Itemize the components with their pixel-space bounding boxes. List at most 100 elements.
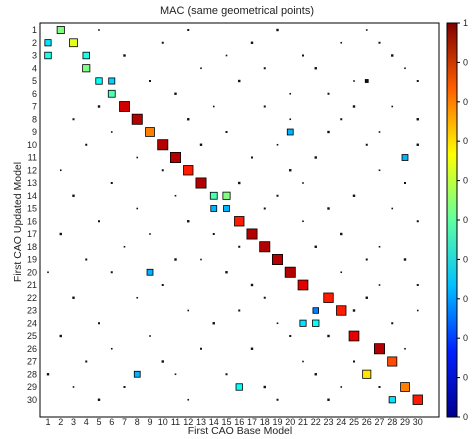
y-tick-label: 28 bbox=[27, 369, 37, 379]
mac-cell bbox=[69, 38, 78, 48]
y-tick-label: 27 bbox=[27, 357, 37, 367]
mac-cell bbox=[133, 370, 141, 378]
background-cell bbox=[302, 220, 304, 223]
background-cell bbox=[174, 373, 177, 376]
y-tick-label: 24 bbox=[27, 318, 37, 328]
x-tick-label: 16 bbox=[234, 417, 244, 427]
mac-cell bbox=[119, 101, 130, 112]
mac-cell bbox=[44, 51, 52, 60]
background-cell bbox=[289, 335, 292, 337]
background-cell bbox=[340, 232, 343, 236]
y-tick-labels: 1234567891011121314151617181920212223242… bbox=[27, 25, 37, 405]
background-cell bbox=[416, 118, 419, 121]
background-cell bbox=[327, 334, 330, 338]
background-cell bbox=[238, 79, 241, 83]
background-cell bbox=[276, 194, 279, 197]
mac-cell bbox=[157, 139, 169, 151]
y-axis-label: First CAO Updated Model bbox=[12, 162, 24, 282]
background-cell bbox=[416, 309, 419, 312]
background-cell bbox=[250, 347, 254, 350]
background-cell bbox=[59, 169, 62, 172]
background-cell bbox=[85, 143, 88, 146]
background-cell bbox=[378, 386, 381, 388]
background-cell bbox=[161, 169, 164, 172]
y-tick-label: 21 bbox=[27, 280, 37, 290]
colorbar-tick-label: 0 bbox=[463, 373, 468, 383]
background-cell bbox=[212, 233, 215, 235]
background-cell bbox=[72, 386, 75, 388]
background-cell bbox=[378, 41, 381, 44]
background-cell bbox=[161, 360, 164, 363]
background-cell bbox=[187, 29, 190, 31]
x-tick-label: 8 bbox=[135, 417, 140, 427]
mac-cell bbox=[107, 89, 116, 98]
colorbar-tick-label: 1 bbox=[463, 18, 468, 28]
x-tick-label: 2 bbox=[58, 417, 63, 427]
background-cell bbox=[404, 67, 406, 70]
x-tick-label: 3 bbox=[71, 417, 76, 427]
mac-cell bbox=[82, 51, 90, 60]
y-tick-label: 18 bbox=[27, 242, 37, 252]
background-cell bbox=[416, 80, 419, 82]
background-cell bbox=[161, 41, 164, 44]
mac-cell bbox=[223, 205, 230, 212]
colorbar-tick-label: 0 bbox=[463, 97, 468, 107]
mac-cell bbox=[387, 356, 398, 367]
mac-cell bbox=[272, 254, 283, 265]
y-tick-label: 1 bbox=[32, 25, 37, 35]
x-tick-label: 25 bbox=[349, 417, 359, 427]
x-tick-label: 30 bbox=[413, 417, 423, 427]
background-cell bbox=[225, 131, 228, 133]
background-cell bbox=[416, 220, 419, 223]
mac-cell bbox=[412, 394, 423, 405]
mac-cell bbox=[364, 79, 369, 83]
mac-cell bbox=[323, 292, 334, 303]
mac-cell bbox=[362, 369, 372, 379]
mac-cell bbox=[195, 177, 207, 189]
background-cell bbox=[199, 143, 203, 146]
colorbar-tick-label: 0 bbox=[463, 136, 468, 146]
background-cell bbox=[212, 322, 215, 325]
colorbar-tick-label: 0 bbox=[463, 294, 468, 304]
background-cell bbox=[98, 29, 100, 31]
x-tick-label: 23 bbox=[323, 417, 333, 427]
background-cell bbox=[47, 271, 49, 274]
x-tick-label: 29 bbox=[400, 417, 410, 427]
colorbar-tick-label: 0 bbox=[463, 333, 468, 343]
mac-cell bbox=[286, 128, 294, 136]
x-tick-label: 10 bbox=[158, 417, 168, 427]
background-cell bbox=[276, 398, 279, 401]
y-tick-label: 14 bbox=[27, 191, 37, 201]
mac-cell bbox=[82, 64, 91, 73]
mac-cell bbox=[312, 319, 320, 327]
x-axis-label: First CAO Base Model bbox=[188, 425, 292, 437]
background-cell bbox=[85, 360, 88, 363]
background-cell bbox=[149, 335, 151, 337]
x-tick-label: 28 bbox=[387, 417, 397, 427]
background-cell bbox=[98, 220, 100, 223]
mac-cells bbox=[44, 25, 423, 405]
x-tick-label: 21 bbox=[298, 417, 308, 427]
background-cell bbox=[276, 322, 279, 325]
y-tick-label: 25 bbox=[27, 331, 37, 341]
mac-cell bbox=[131, 113, 143, 125]
colorbar-tick-label: 0 bbox=[463, 254, 468, 264]
background-cell bbox=[225, 271, 228, 274]
background-cell bbox=[416, 143, 419, 146]
background-cell bbox=[365, 296, 368, 299]
background-cell bbox=[340, 386, 343, 388]
background-cell bbox=[72, 118, 75, 121]
background-cell bbox=[404, 347, 406, 350]
mac-cell bbox=[209, 191, 218, 200]
y-tick-label: 9 bbox=[32, 127, 37, 137]
y-tick-label: 6 bbox=[32, 89, 37, 99]
mac-cell bbox=[56, 25, 65, 35]
colorbar-tick-labels: 0 0 0 0 0 0 0 0 0 0 1 bbox=[457, 18, 468, 422]
background-cell bbox=[352, 105, 356, 108]
background-cell bbox=[327, 92, 330, 95]
x-tick-label: 14 bbox=[209, 417, 219, 427]
background-cell bbox=[59, 334, 62, 338]
mac-cell bbox=[145, 127, 155, 137]
x-tick-label: 11 bbox=[171, 417, 180, 427]
y-tick-label: 15 bbox=[27, 204, 37, 214]
